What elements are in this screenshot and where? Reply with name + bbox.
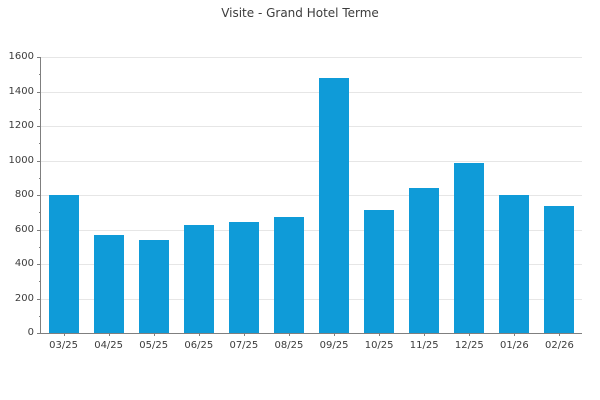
gridline	[41, 91, 582, 93]
y-axis-minor-tick	[39, 74, 41, 76]
gridline	[41, 264, 582, 265]
bar	[544, 206, 575, 333]
y-axis-label: 1200	[8, 120, 34, 131]
x-axis-label: 09/25	[319, 340, 349, 351]
y-axis-label: 200	[14, 292, 34, 304]
x-axis-label: 01/26	[499, 340, 529, 351]
x-axis-tick	[379, 333, 381, 336]
bar	[319, 77, 350, 333]
y-axis-minor-tick	[39, 177, 41, 179]
y-axis-label: 1400	[8, 85, 34, 97]
x-axis-tick	[514, 333, 516, 336]
bar	[183, 225, 214, 333]
y-axis-tick	[37, 91, 41, 93]
y-axis-label: 1600	[8, 51, 34, 62]
y-axis-tick	[37, 57, 41, 58]
gridline	[41, 160, 582, 162]
y-axis-minor-tick	[39, 108, 41, 110]
x-axis-label: 05/25	[139, 340, 169, 351]
x-axis-label: 10/25	[364, 340, 394, 351]
y-axis-minor-tick	[39, 143, 41, 145]
x-axis-tick	[424, 333, 426, 336]
bar	[48, 195, 79, 333]
y-axis-tick	[37, 229, 41, 231]
x-axis-tick	[198, 333, 200, 336]
x-axis-label: 03/25	[49, 340, 78, 351]
x-axis-tick	[108, 333, 110, 336]
y-axis-label: 1000	[8, 154, 34, 166]
x-axis-tick	[63, 333, 65, 336]
x-axis-label: 02/26	[545, 340, 574, 351]
gridline	[41, 229, 582, 231]
x-axis-tick	[469, 333, 471, 336]
bar	[409, 188, 440, 333]
gridline	[41, 126, 582, 127]
x-axis-label: 12/25	[454, 340, 484, 351]
y-axis-tick	[37, 160, 41, 162]
x-axis-tick	[334, 333, 336, 336]
y-axis-minor-tick	[39, 212, 41, 214]
y-axis-label: 800	[14, 189, 34, 200]
gridline	[41, 57, 582, 58]
chart-title: Visite - Grand Hotel Terme	[221, 6, 379, 20]
y-axis-minor-tick	[39, 246, 41, 248]
bar	[93, 234, 124, 333]
y-axis-minor-tick	[39, 315, 41, 317]
bar	[499, 195, 530, 333]
bar	[364, 209, 395, 333]
gridline	[41, 298, 582, 300]
bar	[273, 216, 304, 333]
bar	[228, 221, 259, 333]
plot-area: 0 200 400 600 800 1000 1200 1400 1600 03/25 04/25 0…	[9, 52, 582, 351]
y-axis-label: 600	[14, 223, 34, 235]
y-axis-tick	[37, 264, 41, 265]
y-axis-tick	[37, 126, 41, 127]
gridline	[41, 195, 582, 196]
x-axis-tick	[153, 333, 155, 336]
y-axis-tick	[37, 333, 41, 334]
y-axis-label: 0	[27, 327, 34, 338]
y-axis-label: 400	[14, 258, 34, 269]
y-axis-tick	[37, 195, 41, 196]
x-axis-label: 08/25	[274, 340, 304, 351]
y-axis-minor-tick	[39, 281, 41, 283]
x-axis-label: 11/25	[409, 340, 439, 351]
x-axis-tick	[288, 333, 290, 336]
bar	[454, 163, 485, 333]
x-axis-label: 07/25	[229, 340, 259, 351]
x-axis-label: 06/25	[184, 340, 214, 351]
bar	[138, 239, 169, 333]
x-axis-label: 04/25	[94, 340, 124, 351]
y-axis-tick	[37, 298, 41, 300]
x-axis-tick	[243, 333, 245, 336]
x-axis-tick	[559, 333, 561, 336]
